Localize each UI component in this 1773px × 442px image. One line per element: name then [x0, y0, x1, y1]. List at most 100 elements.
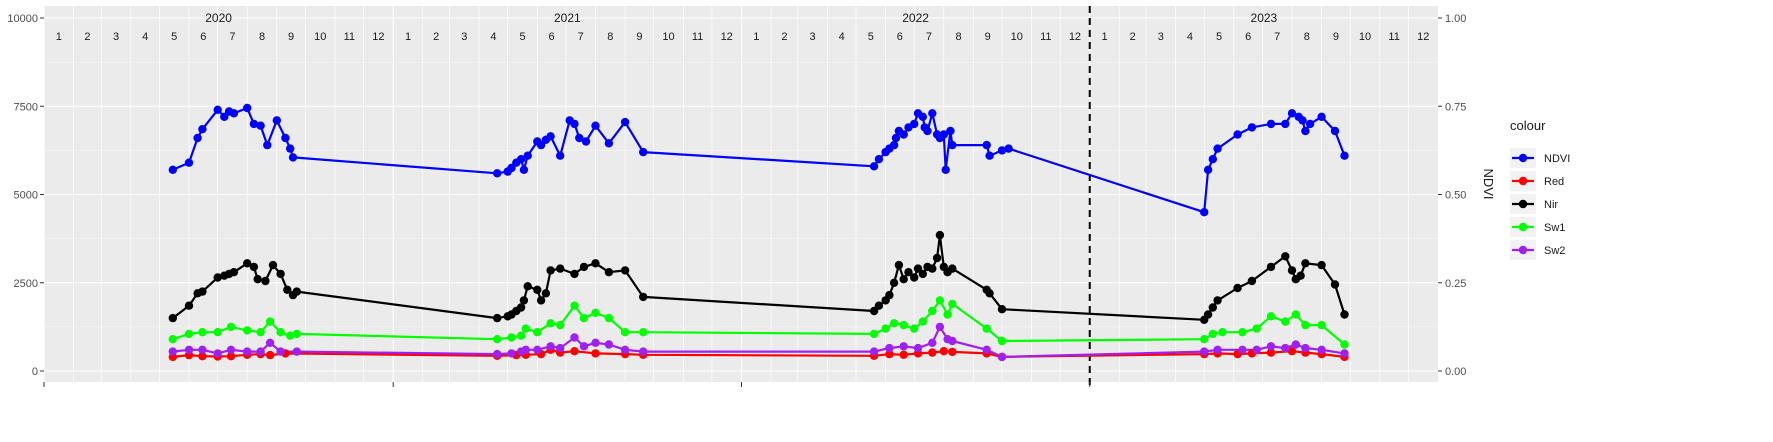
point-sw2	[168, 347, 177, 356]
point-nir	[1208, 303, 1218, 312]
point-nir	[928, 264, 937, 273]
month-label: 5	[868, 31, 874, 43]
point-sw2	[639, 347, 648, 356]
month-label: 12	[1417, 31, 1429, 43]
month-label: 4	[839, 31, 845, 43]
point-sw1	[918, 317, 927, 326]
point-ndvi	[1287, 109, 1297, 118]
point-nir	[229, 268, 239, 277]
right-tick-label: 1.00	[1445, 13, 1466, 25]
point-sw2	[184, 345, 194, 354]
point-sw1	[1218, 328, 1227, 337]
point-sw1	[1200, 335, 1209, 344]
month-label: 6	[200, 31, 206, 43]
point-sw2	[1200, 347, 1209, 356]
legend-key-point	[1518, 176, 1528, 186]
point-ndvi	[193, 133, 202, 143]
point-ndvi	[184, 158, 194, 167]
point-ndvi	[982, 140, 991, 150]
point-sw1	[620, 328, 630, 337]
point-ndvi	[1247, 123, 1257, 132]
legend-item-nir: Nir	[1544, 199, 1558, 211]
point-nir	[556, 264, 565, 273]
legend-key-point	[1518, 153, 1528, 163]
point-nir	[1287, 266, 1297, 275]
point-sw1	[1252, 324, 1261, 333]
point-sw1	[982, 324, 991, 333]
point-ndvi	[281, 133, 290, 143]
point-sw1	[213, 328, 222, 337]
legend-item-ndvi: NDVI	[1544, 153, 1570, 165]
point-sw1	[507, 333, 516, 342]
point-red	[899, 350, 908, 359]
month-label: 7	[578, 31, 584, 43]
legend-title: colour	[1510, 118, 1546, 133]
point-ndvi	[1301, 126, 1310, 136]
point-ndvi	[286, 144, 295, 153]
point-nir	[985, 289, 994, 298]
bottom-axis	[43, 382, 1091, 387]
point-nir	[935, 230, 945, 240]
point-red	[591, 349, 600, 358]
month-label: 8	[259, 31, 265, 43]
point-red	[928, 348, 937, 357]
point-ndvi	[1213, 144, 1222, 153]
right-tick-label: 0.75	[1445, 101, 1466, 113]
point-sw2	[1213, 345, 1222, 354]
point-sw1	[570, 301, 579, 310]
point-nir	[493, 313, 502, 323]
point-nir	[523, 282, 532, 291]
point-ndvi	[256, 121, 265, 130]
point-ndvi	[1298, 116, 1307, 125]
point-sw2	[521, 345, 530, 354]
month-label: 1	[56, 31, 62, 43]
legend-key-point	[1518, 222, 1528, 232]
point-nir	[541, 289, 551, 298]
month-label: 9	[288, 31, 294, 43]
point-sw2	[1281, 343, 1290, 353]
left-tick-label: 7500	[14, 101, 38, 113]
point-ndvi	[1266, 119, 1276, 129]
point-ndvi	[891, 133, 901, 143]
point-sw2	[899, 342, 908, 351]
point-sw2	[292, 347, 301, 356]
point-nir	[283, 285, 292, 294]
point-red	[1287, 347, 1297, 356]
month-label: 7	[1274, 31, 1280, 43]
month-label: 11	[692, 31, 703, 43]
right-tick-label: 0.00	[1445, 366, 1466, 378]
point-red	[570, 347, 579, 356]
point-sw2	[869, 347, 879, 356]
point-ndvi	[620, 117, 630, 127]
point-ndvi	[272, 116, 281, 125]
point-nir	[519, 296, 529, 305]
point-sw1	[1301, 320, 1310, 330]
month-label: 4	[490, 31, 496, 43]
point-nir	[639, 292, 648, 302]
legend-item-sw1: Sw1	[1544, 222, 1565, 234]
point-sw1	[556, 320, 565, 330]
month-label: 10	[1359, 31, 1371, 43]
point-nir	[268, 260, 278, 270]
right-axis: 0.00 0.25 0.50 0.75 1.00	[1438, 13, 1466, 378]
point-sw2	[533, 345, 542, 354]
month-label: 6	[897, 31, 903, 43]
point-nir	[516, 303, 526, 312]
point-nir	[249, 262, 259, 272]
point-sw1	[226, 322, 236, 332]
point-nir	[1340, 310, 1349, 319]
legend-key-point	[1518, 199, 1528, 209]
point-ndvi	[910, 119, 919, 129]
point-nir	[292, 287, 301, 296]
point-sw2	[604, 340, 614, 349]
point-sw2	[928, 338, 937, 347]
point-sw2	[1252, 345, 1261, 354]
point-nir	[1317, 260, 1326, 270]
point-sw2	[948, 336, 957, 346]
point-nir	[570, 269, 579, 279]
point-sw1	[292, 329, 301, 339]
point-ndvi	[591, 121, 600, 130]
point-ndvi	[941, 165, 950, 174]
point-sw2	[579, 342, 589, 351]
point-ndvi	[1203, 165, 1213, 174]
